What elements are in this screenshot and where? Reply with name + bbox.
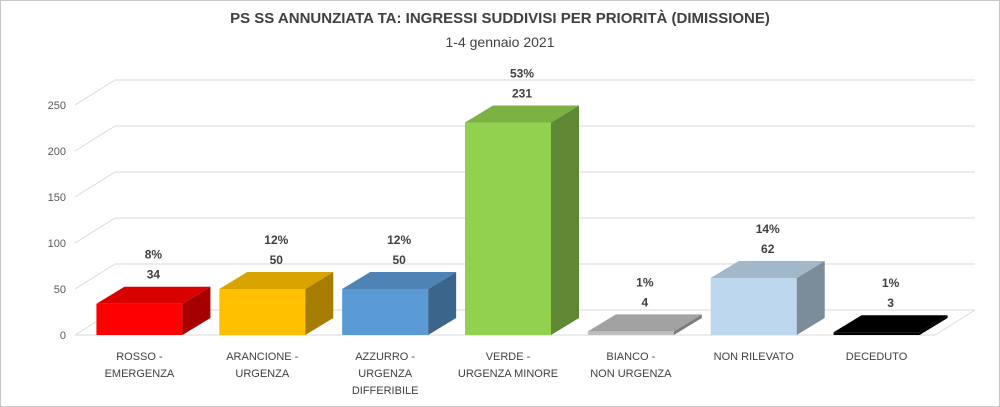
y-tick-label: 0 [60,330,66,342]
bar [219,289,306,335]
percent-label: 8% [145,248,163,262]
bar-side [182,286,211,335]
gridline-diagonal [74,125,116,152]
y-tick-label: 250 [48,100,66,112]
bar-top [465,105,579,123]
bar [587,331,674,335]
percent-label: 53% [510,66,534,80]
gridline-diagonal [74,263,116,290]
category-label: URGENZA [358,368,412,380]
y-tick-label: 100 [48,238,66,250]
gridline-diagonal [74,79,116,106]
category-label: NON RILEVATO [714,351,795,363]
bar-side [428,272,457,335]
bar [710,277,797,335]
percent-label: 1% [636,275,654,289]
chart-title: PS SS ANNUNZIATA TA: INGRESSI SUDDIVISI … [230,10,770,27]
bar-side [919,315,948,335]
bar-side [551,105,579,335]
value-label: 50 [270,253,284,267]
bar-side [673,314,702,335]
category-label: NON URGENZA [590,368,672,380]
bar-top [710,260,825,278]
bar-top [833,315,948,333]
percent-label: 12% [264,233,288,247]
gridline-diagonal [74,171,116,198]
value-label: 231 [512,86,532,100]
chart-subtitle: 1-4 gennaio 2021 [445,34,555,50]
y-tick-label: 200 [48,146,66,158]
bar-top [96,286,211,304]
y-tick-label: 150 [48,192,66,204]
gridline-diagonal [74,217,116,244]
percent-label: 1% [882,276,900,290]
category-label: VERDE - [486,351,531,363]
bar-top [587,314,702,332]
bar-side [305,272,334,335]
category-label: URGENZA [235,368,289,380]
bar-side [796,260,825,335]
value-label: 3 [887,296,894,310]
category-label: DIFFERIBILE [352,385,419,397]
category-label: ARANCIONE - [226,351,298,363]
bar-top [219,272,334,289]
value-label: 34 [147,268,161,282]
floor-right-edge [934,309,976,336]
bar-top [342,272,457,289]
bar [342,289,429,335]
category-label: URGENZA MINORE [458,368,558,380]
percent-label: 14% [756,222,780,236]
value-label: 62 [761,242,775,256]
category-label: ROSSO - [116,351,163,363]
category-label: BIANCO - [606,351,655,363]
category-label: EMERGENZA [105,368,175,380]
y-tick-label: 50 [54,284,66,296]
bar [465,122,551,335]
bar [833,332,920,335]
value-label: 4 [642,295,649,309]
value-label: 50 [392,253,406,267]
category-label: AZZURRO - [355,351,415,363]
bar [96,303,183,335]
percent-label: 12% [387,233,411,247]
category-label: DECEDUTO [846,351,908,363]
